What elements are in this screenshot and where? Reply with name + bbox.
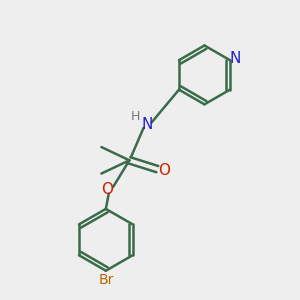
Text: O: O bbox=[158, 163, 170, 178]
Text: H: H bbox=[131, 110, 141, 123]
Text: N: N bbox=[141, 118, 153, 133]
Text: N: N bbox=[230, 51, 241, 66]
Text: Br: Br bbox=[98, 273, 113, 287]
Text: O: O bbox=[101, 182, 113, 197]
